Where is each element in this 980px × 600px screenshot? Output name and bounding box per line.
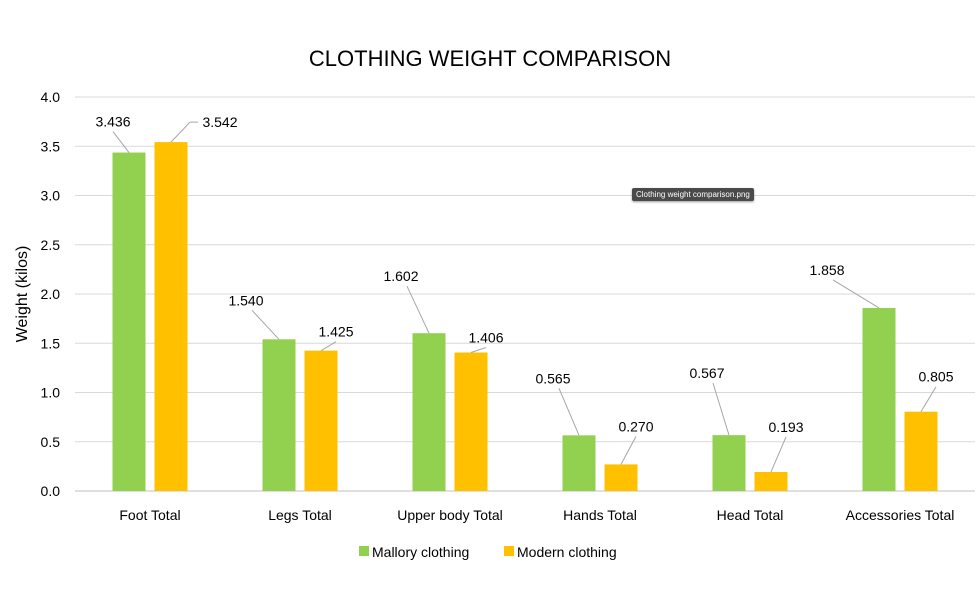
- data-label: 0.193: [768, 419, 803, 435]
- chart-title: CLOTHING WEIGHT COMPARISON: [309, 46, 671, 71]
- y-tick-label: 2.5: [41, 237, 61, 253]
- y-tick-label: 0.5: [41, 434, 61, 450]
- leader-line: [170, 121, 198, 143]
- y-tick-label: 0.0: [41, 483, 61, 499]
- data-label: 0.567: [689, 365, 724, 381]
- y-axis-label: Weight (kilos): [14, 246, 31, 343]
- bar-modern: [904, 411, 938, 491]
- bar-mallory: [862, 307, 896, 491]
- bar-modern: [154, 142, 188, 491]
- x-tick-label: Accessories Total: [846, 507, 955, 523]
- bar-modern: [754, 471, 788, 491]
- y-tick-label: 1.0: [41, 385, 61, 401]
- x-tick-label: Legs Total: [268, 507, 332, 523]
- leader-line: [251, 309, 280, 340]
- bar-modern: [454, 352, 488, 491]
- data-label: 0.270: [618, 418, 653, 434]
- data-label: 0.565: [535, 370, 570, 386]
- x-tick-label: Head Total: [717, 507, 784, 523]
- leader-line: [470, 347, 487, 353]
- data-label: 1.425: [318, 324, 353, 340]
- leader-line: [406, 285, 430, 334]
- data-label: 1.406: [468, 330, 503, 346]
- x-tick-label: Foot Total: [119, 507, 180, 523]
- legend-swatch: [359, 546, 369, 556]
- data-label: 1.540: [228, 292, 263, 308]
- leader-line: [112, 131, 130, 153]
- data-label: 0.805: [918, 369, 953, 385]
- bar-mallory: [712, 435, 746, 491]
- leader-line: [558, 388, 580, 436]
- leader-line: [620, 436, 637, 465]
- bar-mallory: [262, 339, 296, 491]
- leader-line: [832, 279, 880, 309]
- x-tick-label: Upper body Total: [397, 507, 503, 523]
- leader-line: [712, 383, 730, 436]
- data-label: 1.602: [383, 268, 418, 284]
- filename-tooltip: Clothing weight comparison.png: [632, 188, 754, 201]
- legend-label: Mallory clothing: [372, 544, 469, 560]
- y-tick-label: 2.0: [41, 286, 61, 302]
- y-tick-label: 3.5: [41, 138, 61, 154]
- data-label: 1.858: [809, 262, 844, 278]
- y-tick-label: 1.5: [41, 335, 61, 351]
- bar-modern: [604, 464, 638, 491]
- data-label: 3.436: [95, 114, 130, 130]
- y-tick-label: 3.0: [41, 188, 61, 204]
- bar-mallory: [562, 435, 596, 491]
- leader-line: [320, 341, 337, 352]
- bar-mallory: [112, 152, 146, 491]
- y-tick-label: 4.0: [41, 89, 61, 105]
- data-label: 3.542: [202, 114, 237, 130]
- leader-line: [770, 436, 787, 473]
- legend-swatch: [504, 546, 514, 556]
- legend-label: Modern clothing: [517, 544, 617, 560]
- leader-line: [920, 386, 937, 412]
- x-tick-label: Hands Total: [563, 507, 637, 523]
- bar-mallory: [412, 333, 446, 491]
- bar-modern: [304, 350, 338, 491]
